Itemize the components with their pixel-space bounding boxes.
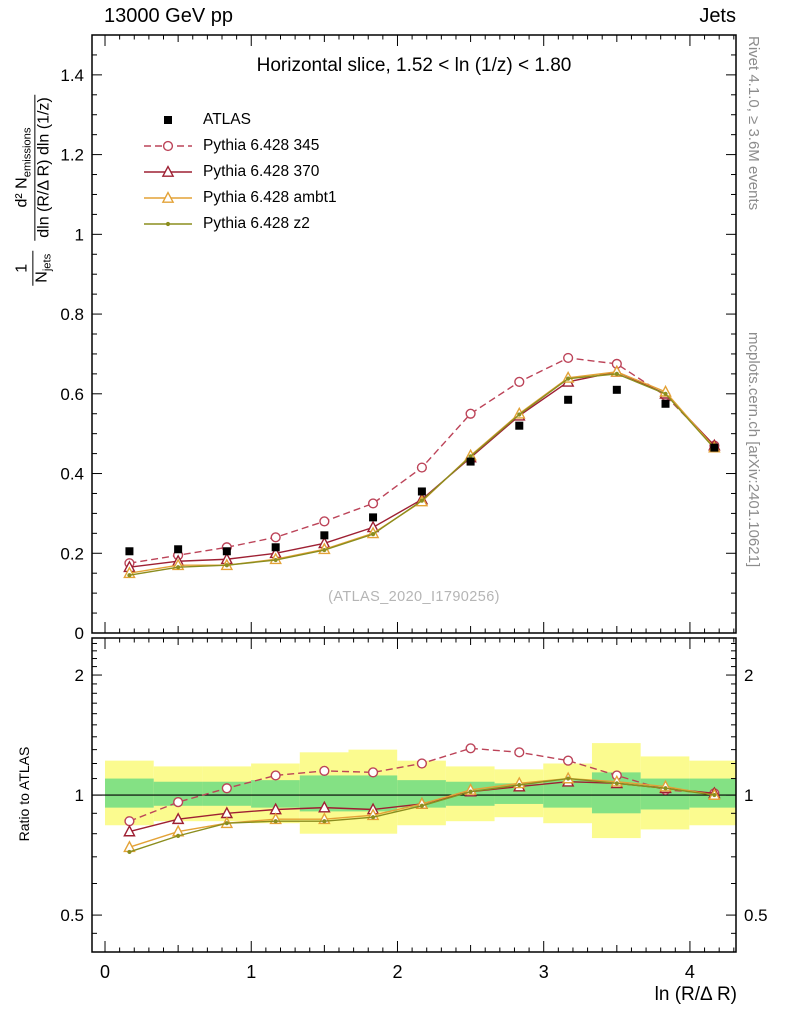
svg-text:1.4: 1.4 <box>60 66 84 85</box>
svg-text:0.5: 0.5 <box>744 906 768 925</box>
y-label-frac1-numerator: 1 <box>13 263 31 273</box>
svg-text:2: 2 <box>392 962 402 982</box>
watermark: (ATLAS_2020_I1790256) <box>328 589 500 605</box>
svg-text:1: 1 <box>246 962 256 982</box>
legend-marker-triangle-open <box>144 165 192 177</box>
svg-text:1: 1 <box>744 786 753 805</box>
legend-item-1: Pythia 6.428 345 <box>142 135 337 157</box>
svg-text:1: 1 <box>75 225 84 244</box>
legend-marker-circle-open <box>144 140 192 152</box>
legend-item-2: Pythia 6.428 370 <box>142 161 337 183</box>
y-label-frac1-denominator: Njets <box>32 250 55 286</box>
svg-text:0.6: 0.6 <box>60 385 84 404</box>
legend-item-4: Pythia 6.428 z2 <box>142 213 337 235</box>
svg-text:0.5: 0.5 <box>60 906 84 925</box>
legend-label: Pythia 6.428 z2 <box>203 215 310 232</box>
y-label-frac2-numerator: d² Nemissions <box>13 127 34 208</box>
legend-marker-square-filled <box>164 116 172 124</box>
legend-item-0: ATLAS <box>142 109 337 131</box>
svg-text:0: 0 <box>100 962 110 982</box>
svg-text:1.2: 1.2 <box>60 146 84 165</box>
panel-title: Horizontal slice, 1.52 < ln (1/z) < 1.80 <box>256 55 572 76</box>
y-axis-label: 1 Njets d² Nemissions dln (R/Δ R) dln (1… <box>13 94 55 286</box>
svg-text:4: 4 <box>685 962 695 982</box>
rivet-version-note: Rivet 4.1.0, ≥ 3.6M events <box>745 36 762 211</box>
svg-text:0.2: 0.2 <box>60 544 84 563</box>
svg-text:0: 0 <box>75 624 84 643</box>
ratio-uncertainty-bands <box>105 743 736 839</box>
mcplots-arxiv-note: mcplots.cern.ch [arXiv:2401.10621] <box>745 332 762 568</box>
beam-energy-label: 13000 GeV pp <box>104 5 233 27</box>
legend-label: Pythia 6.428 370 <box>203 163 320 180</box>
ratio-series <box>123 743 721 855</box>
y-label-frac2-denominator: dln (R/Δ R) dln (1/z) <box>34 94 55 241</box>
legend-label: Pythia 6.428 ambt1 <box>203 189 337 206</box>
legend-label: Pythia 6.428 345 <box>203 137 320 154</box>
x-axis-label: ln (R/Δ R) <box>654 984 737 1005</box>
legend-marker-dot <box>144 221 192 227</box>
svg-text:3: 3 <box>539 962 549 982</box>
legend-marker-triangle-open <box>144 191 192 203</box>
svg-text:2: 2 <box>75 666 84 685</box>
svg-text:1: 1 <box>75 786 84 805</box>
y-label-derivative-fraction: d² Nemissions dln (R/Δ R) dln (1/z) <box>13 94 55 241</box>
y-label-njets-fraction: 1 Njets <box>13 250 55 286</box>
axis-tick-labels: 0 0.2 0.4 0.6 0.8 1 1.2 1.4 0.5 0.5 1 1 2 2 0 1 2 3 4 <box>60 66 767 982</box>
svg-text:0.8: 0.8 <box>60 305 84 324</box>
legend-label: ATLAS <box>203 111 251 128</box>
legend: ATLAS Pythia 6.428 345 Pythia 6.428 370 Pyt… <box>142 109 337 235</box>
main-series <box>123 352 721 579</box>
analysis-tag-label: Jets <box>699 5 736 27</box>
svg-text:0.4: 0.4 <box>60 465 84 484</box>
ratio-axis-label: Ratio to ATLAS <box>16 746 32 842</box>
legend-item-3: Pythia 6.428 ambt1 <box>142 187 337 209</box>
svg-text:2: 2 <box>744 666 753 685</box>
